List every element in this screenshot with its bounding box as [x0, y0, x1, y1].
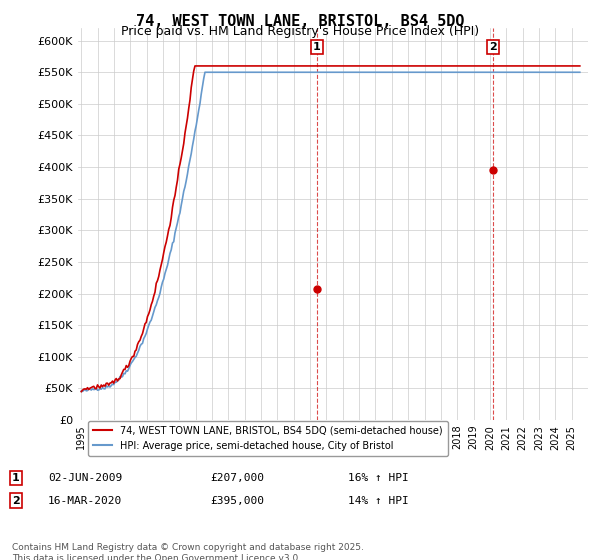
Text: 2: 2: [490, 42, 497, 52]
Text: 02-JUN-2009: 02-JUN-2009: [48, 473, 122, 483]
Text: 16-MAR-2020: 16-MAR-2020: [48, 496, 122, 506]
Text: Price paid vs. HM Land Registry's House Price Index (HPI): Price paid vs. HM Land Registry's House …: [121, 25, 479, 38]
Point: [488, 166, 498, 175]
Point: [312, 284, 322, 293]
Text: £207,000: £207,000: [210, 473, 264, 483]
Legend: 74, WEST TOWN LANE, BRISTOL, BS4 5DQ (semi-detached house), HPI: Average price, : 74, WEST TOWN LANE, BRISTOL, BS4 5DQ (se…: [88, 421, 448, 455]
Text: 1: 1: [313, 42, 321, 52]
Text: Contains HM Land Registry data © Crown copyright and database right 2025.
This d: Contains HM Land Registry data © Crown c…: [12, 543, 364, 560]
Text: 16% ↑ HPI: 16% ↑ HPI: [348, 473, 409, 483]
Text: £395,000: £395,000: [210, 496, 264, 506]
Text: 74, WEST TOWN LANE, BRISTOL, BS4 5DQ: 74, WEST TOWN LANE, BRISTOL, BS4 5DQ: [136, 14, 464, 29]
Text: 2: 2: [12, 496, 20, 506]
Text: 14% ↑ HPI: 14% ↑ HPI: [348, 496, 409, 506]
Text: 1: 1: [12, 473, 20, 483]
